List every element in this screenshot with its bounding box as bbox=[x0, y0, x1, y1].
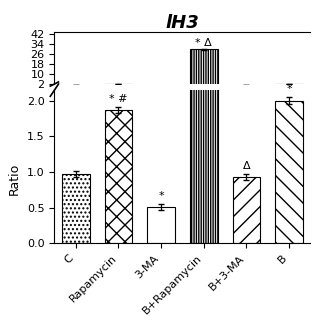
Bar bbox=[190, 0, 218, 243]
Bar bbox=[233, 85, 260, 86]
Text: *: * bbox=[158, 191, 164, 201]
Title: lH3: lH3 bbox=[165, 14, 199, 32]
Text: Δ: Δ bbox=[243, 161, 250, 171]
Text: Ratio: Ratio bbox=[8, 163, 21, 195]
Bar bbox=[105, 84, 132, 86]
Text: * Δ: * Δ bbox=[195, 38, 212, 48]
Text: * #: * # bbox=[109, 94, 128, 104]
Text: *: * bbox=[286, 84, 292, 94]
Bar bbox=[190, 49, 218, 86]
Bar bbox=[233, 177, 260, 243]
Bar bbox=[62, 174, 90, 243]
Bar bbox=[275, 101, 303, 243]
Bar bbox=[275, 84, 303, 86]
Bar bbox=[105, 110, 132, 243]
Bar bbox=[62, 85, 90, 86]
Bar bbox=[147, 207, 175, 243]
